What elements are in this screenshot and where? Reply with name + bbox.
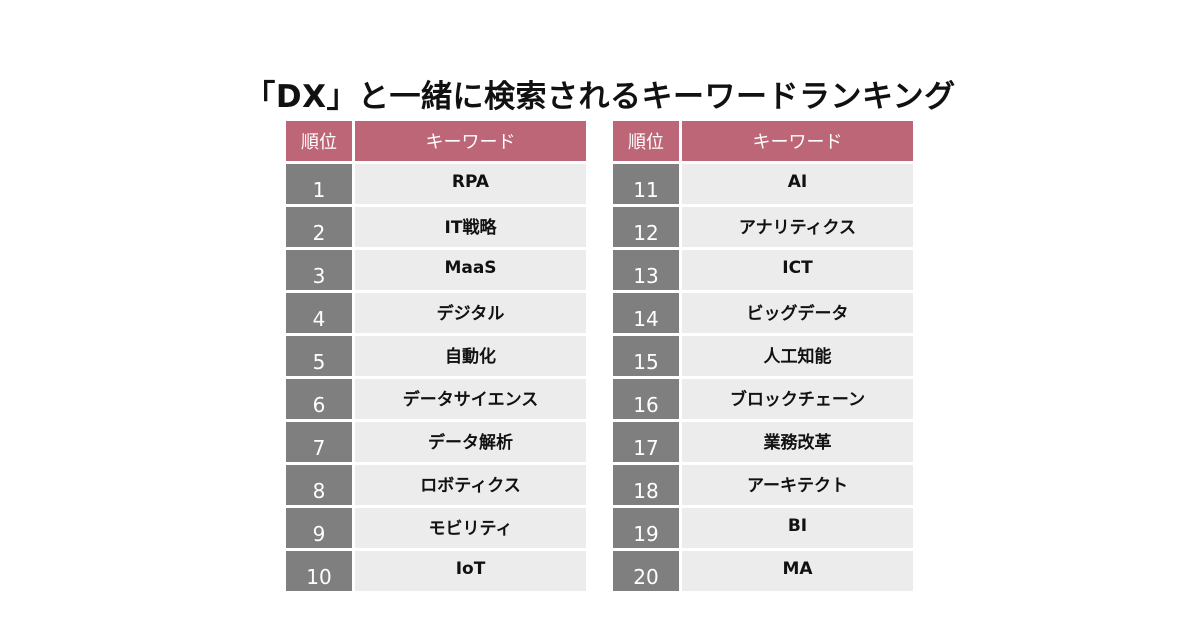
rank-cell: 19 xyxy=(613,508,679,548)
keyword-cell: アナリティクス xyxy=(682,207,913,247)
keyword-cell: データ解析 xyxy=(355,422,586,462)
keyword-cell: BI xyxy=(682,508,913,548)
rank-cell: 20 xyxy=(613,551,679,591)
keyword-cell: IT戦略 xyxy=(355,207,586,247)
rank-cell: 17 xyxy=(613,422,679,462)
header-rank: 順位 xyxy=(286,121,352,161)
rank-cell: 10 xyxy=(286,551,352,591)
rank-cell: 13 xyxy=(613,250,679,290)
keyword-cell: RPA xyxy=(355,164,586,204)
ranking-table-11-20: 順位 キーワード 11 AI 12 アナリティクス 13 ICT 14 ビッグデ… xyxy=(613,121,913,591)
keyword-cell: ロボティクス xyxy=(355,465,586,505)
rank-cell: 3 xyxy=(286,250,352,290)
page-title: 「DX」と一緒に検索されるキーワードランキング xyxy=(244,78,956,115)
keyword-cell: ブロックチェーン xyxy=(682,379,913,419)
rank-cell: 1 xyxy=(286,164,352,204)
keyword-cell: 自動化 xyxy=(355,336,586,376)
keyword-cell: アーキテクト xyxy=(682,465,913,505)
rank-cell: 14 xyxy=(613,293,679,333)
rank-cell: 7 xyxy=(286,422,352,462)
keyword-cell: MaaS xyxy=(355,250,586,290)
keyword-cell: ICT xyxy=(682,250,913,290)
header-keyword: キーワード xyxy=(682,121,913,161)
rank-cell: 9 xyxy=(286,508,352,548)
keyword-cell: 人工知能 xyxy=(682,336,913,376)
rank-cell: 8 xyxy=(286,465,352,505)
rank-cell: 11 xyxy=(613,164,679,204)
rank-cell: 4 xyxy=(286,293,352,333)
keyword-cell: 業務改革 xyxy=(682,422,913,462)
keyword-cell: ビッグデータ xyxy=(682,293,913,333)
rank-cell: 6 xyxy=(286,379,352,419)
keyword-cell: デジタル xyxy=(355,293,586,333)
keyword-cell: モビリティ xyxy=(355,508,586,548)
rank-cell: 2 xyxy=(286,207,352,247)
keyword-cell: MA xyxy=(682,551,913,591)
rank-cell: 5 xyxy=(286,336,352,376)
header-keyword: キーワード xyxy=(355,121,586,161)
header-rank: 順位 xyxy=(613,121,679,161)
rank-cell: 16 xyxy=(613,379,679,419)
rank-cell: 18 xyxy=(613,465,679,505)
rank-cell: 12 xyxy=(613,207,679,247)
keyword-cell: IoT xyxy=(355,551,586,591)
rank-cell: 15 xyxy=(613,336,679,376)
keyword-cell: AI xyxy=(682,164,913,204)
ranking-table-1-10: 順位 キーワード 1 RPA 2 IT戦略 3 MaaS 4 デジタル 5 自動… xyxy=(286,121,586,591)
keyword-cell: データサイエンス xyxy=(355,379,586,419)
